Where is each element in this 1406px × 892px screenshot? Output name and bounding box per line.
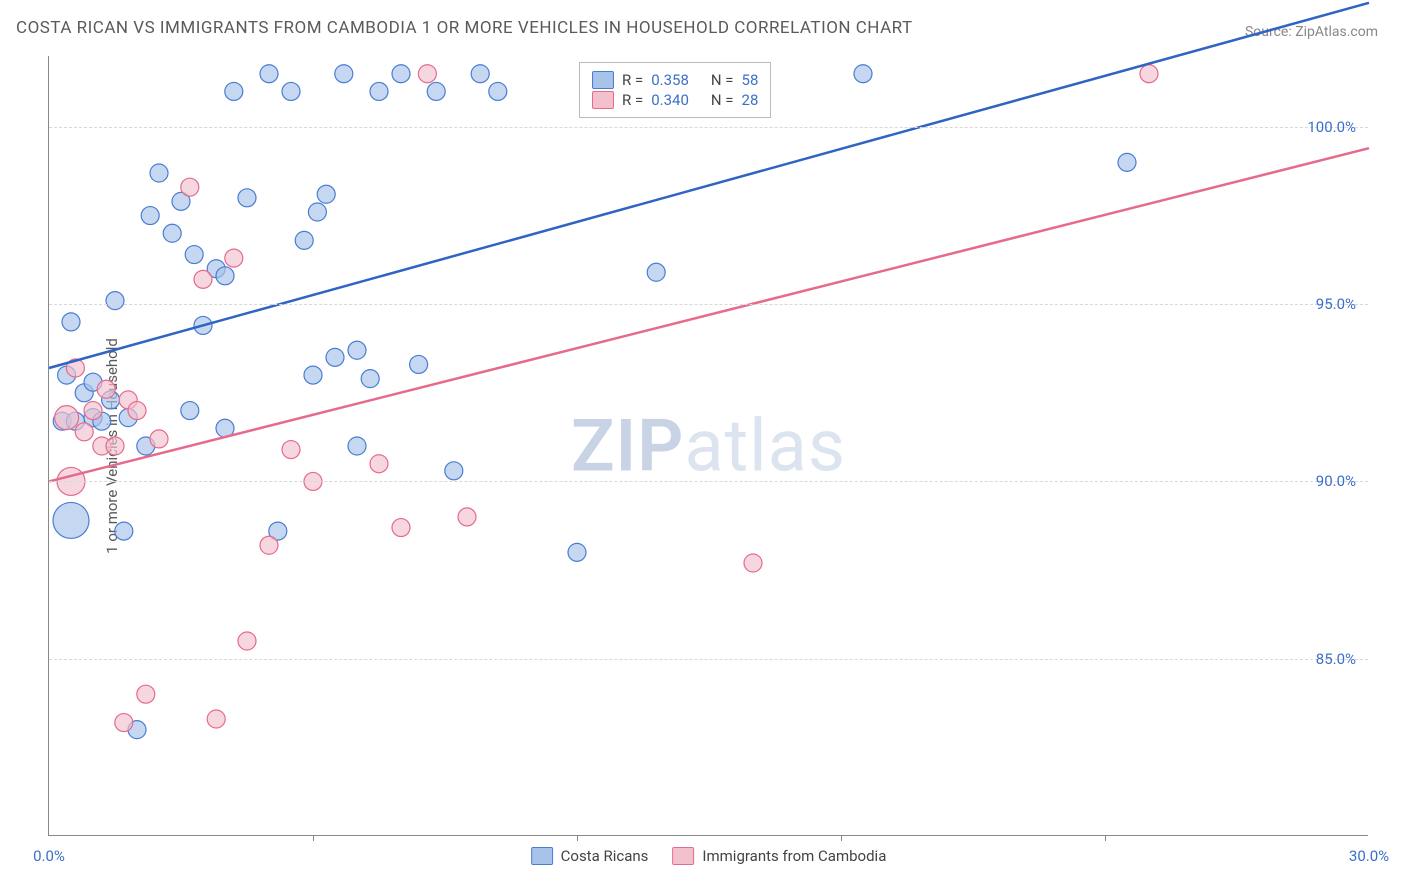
- y-tick-label: 95.0%: [1316, 295, 1356, 313]
- data-point: [238, 189, 256, 207]
- data-point: [370, 82, 388, 100]
- data-point: [568, 543, 586, 561]
- x-tick-mark: [1105, 835, 1106, 841]
- data-point: [458, 508, 476, 526]
- y-tick-label: 85.0%: [1316, 650, 1356, 668]
- data-point: [304, 366, 322, 384]
- data-point: [361, 370, 379, 388]
- data-point: [55, 406, 79, 430]
- data-point: [150, 164, 168, 182]
- y-tick-label: 90.0%: [1316, 472, 1356, 490]
- data-point: [418, 65, 436, 83]
- data-point: [348, 437, 366, 455]
- plot-area: ZIPatlas R =0.358N =58R =0.340N =28 Cost…: [48, 56, 1368, 836]
- legend-item: Immigrants from Cambodia: [672, 847, 886, 865]
- x-tick-mark: [313, 835, 314, 841]
- data-point: [282, 82, 300, 100]
- data-point: [392, 519, 410, 537]
- data-point: [295, 231, 313, 249]
- series-legend: Costa Ricans Immigrants from Cambodia: [531, 847, 887, 865]
- data-point: [84, 402, 102, 420]
- n-value: 28: [742, 91, 759, 109]
- x-tick-label: 0.0%: [33, 847, 65, 865]
- legend-row: R = 0.340 N = 28: [592, 91, 758, 109]
- data-point: [326, 348, 344, 366]
- data-point: [163, 224, 181, 242]
- data-point: [348, 341, 366, 359]
- data-point: [106, 292, 124, 310]
- gridline: [49, 659, 1368, 660]
- legend-swatch: [531, 847, 553, 865]
- data-point: [282, 441, 300, 459]
- r-label: R =: [622, 71, 643, 89]
- n-value: 58: [742, 71, 759, 89]
- legend-swatch: [672, 847, 694, 865]
- stats-legend: R = 0.358 N = 58 R = 0.340 N = 28: [579, 62, 771, 118]
- data-point: [225, 249, 243, 267]
- data-point: [370, 455, 388, 473]
- data-point: [115, 714, 133, 732]
- legend-row: R = 0.358 N = 58: [592, 71, 758, 89]
- data-point: [410, 355, 428, 373]
- x-tick-label: 30.0%: [1349, 847, 1389, 865]
- legend-item: Costa Ricans: [531, 847, 649, 865]
- data-point: [489, 82, 507, 100]
- data-point: [97, 380, 115, 398]
- legend-label: Costa Ricans: [561, 847, 649, 865]
- trend-line: [49, 3, 1369, 368]
- data-point: [115, 522, 133, 540]
- legend-swatch: [592, 91, 614, 109]
- data-point: [445, 462, 463, 480]
- data-point: [207, 710, 225, 728]
- data-point: [185, 246, 203, 264]
- y-tick-label: 100.0%: [1307, 118, 1356, 136]
- data-point: [62, 313, 80, 331]
- data-point: [854, 65, 872, 83]
- data-point: [317, 185, 335, 203]
- data-point: [75, 423, 93, 441]
- data-point: [238, 632, 256, 650]
- data-point: [181, 178, 199, 196]
- n-label: N =: [711, 91, 734, 109]
- data-point: [1140, 65, 1158, 83]
- scatter-svg: [49, 56, 1368, 835]
- data-point: [128, 402, 146, 420]
- data-point: [181, 402, 199, 420]
- data-point: [150, 430, 168, 448]
- data-point: [744, 554, 762, 572]
- data-point: [1118, 153, 1136, 171]
- legend-label: Immigrants from Cambodia: [702, 847, 886, 865]
- data-point: [392, 65, 410, 83]
- data-point: [260, 65, 278, 83]
- r-value: 0.340: [651, 91, 689, 109]
- data-point: [106, 437, 124, 455]
- r-label: R =: [622, 91, 643, 109]
- r-value: 0.358: [651, 71, 689, 89]
- data-point: [260, 536, 278, 554]
- chart-title: COSTA RICAN VS IMMIGRANTS FROM CAMBODIA …: [16, 18, 913, 38]
- n-label: N =: [711, 71, 734, 89]
- gridline: [49, 304, 1368, 305]
- gridline: [49, 127, 1368, 128]
- data-point: [216, 267, 234, 285]
- data-point: [225, 82, 243, 100]
- gridline: [49, 481, 1368, 482]
- data-point: [647, 263, 665, 281]
- data-point: [53, 502, 89, 538]
- data-point: [308, 203, 326, 221]
- x-tick-mark: [577, 835, 578, 841]
- data-point: [137, 685, 155, 703]
- data-point: [471, 65, 489, 83]
- data-point: [427, 82, 445, 100]
- data-point: [194, 270, 212, 288]
- x-tick-mark: [841, 835, 842, 841]
- data-point: [141, 207, 159, 225]
- legend-swatch: [592, 71, 614, 89]
- data-point: [335, 65, 353, 83]
